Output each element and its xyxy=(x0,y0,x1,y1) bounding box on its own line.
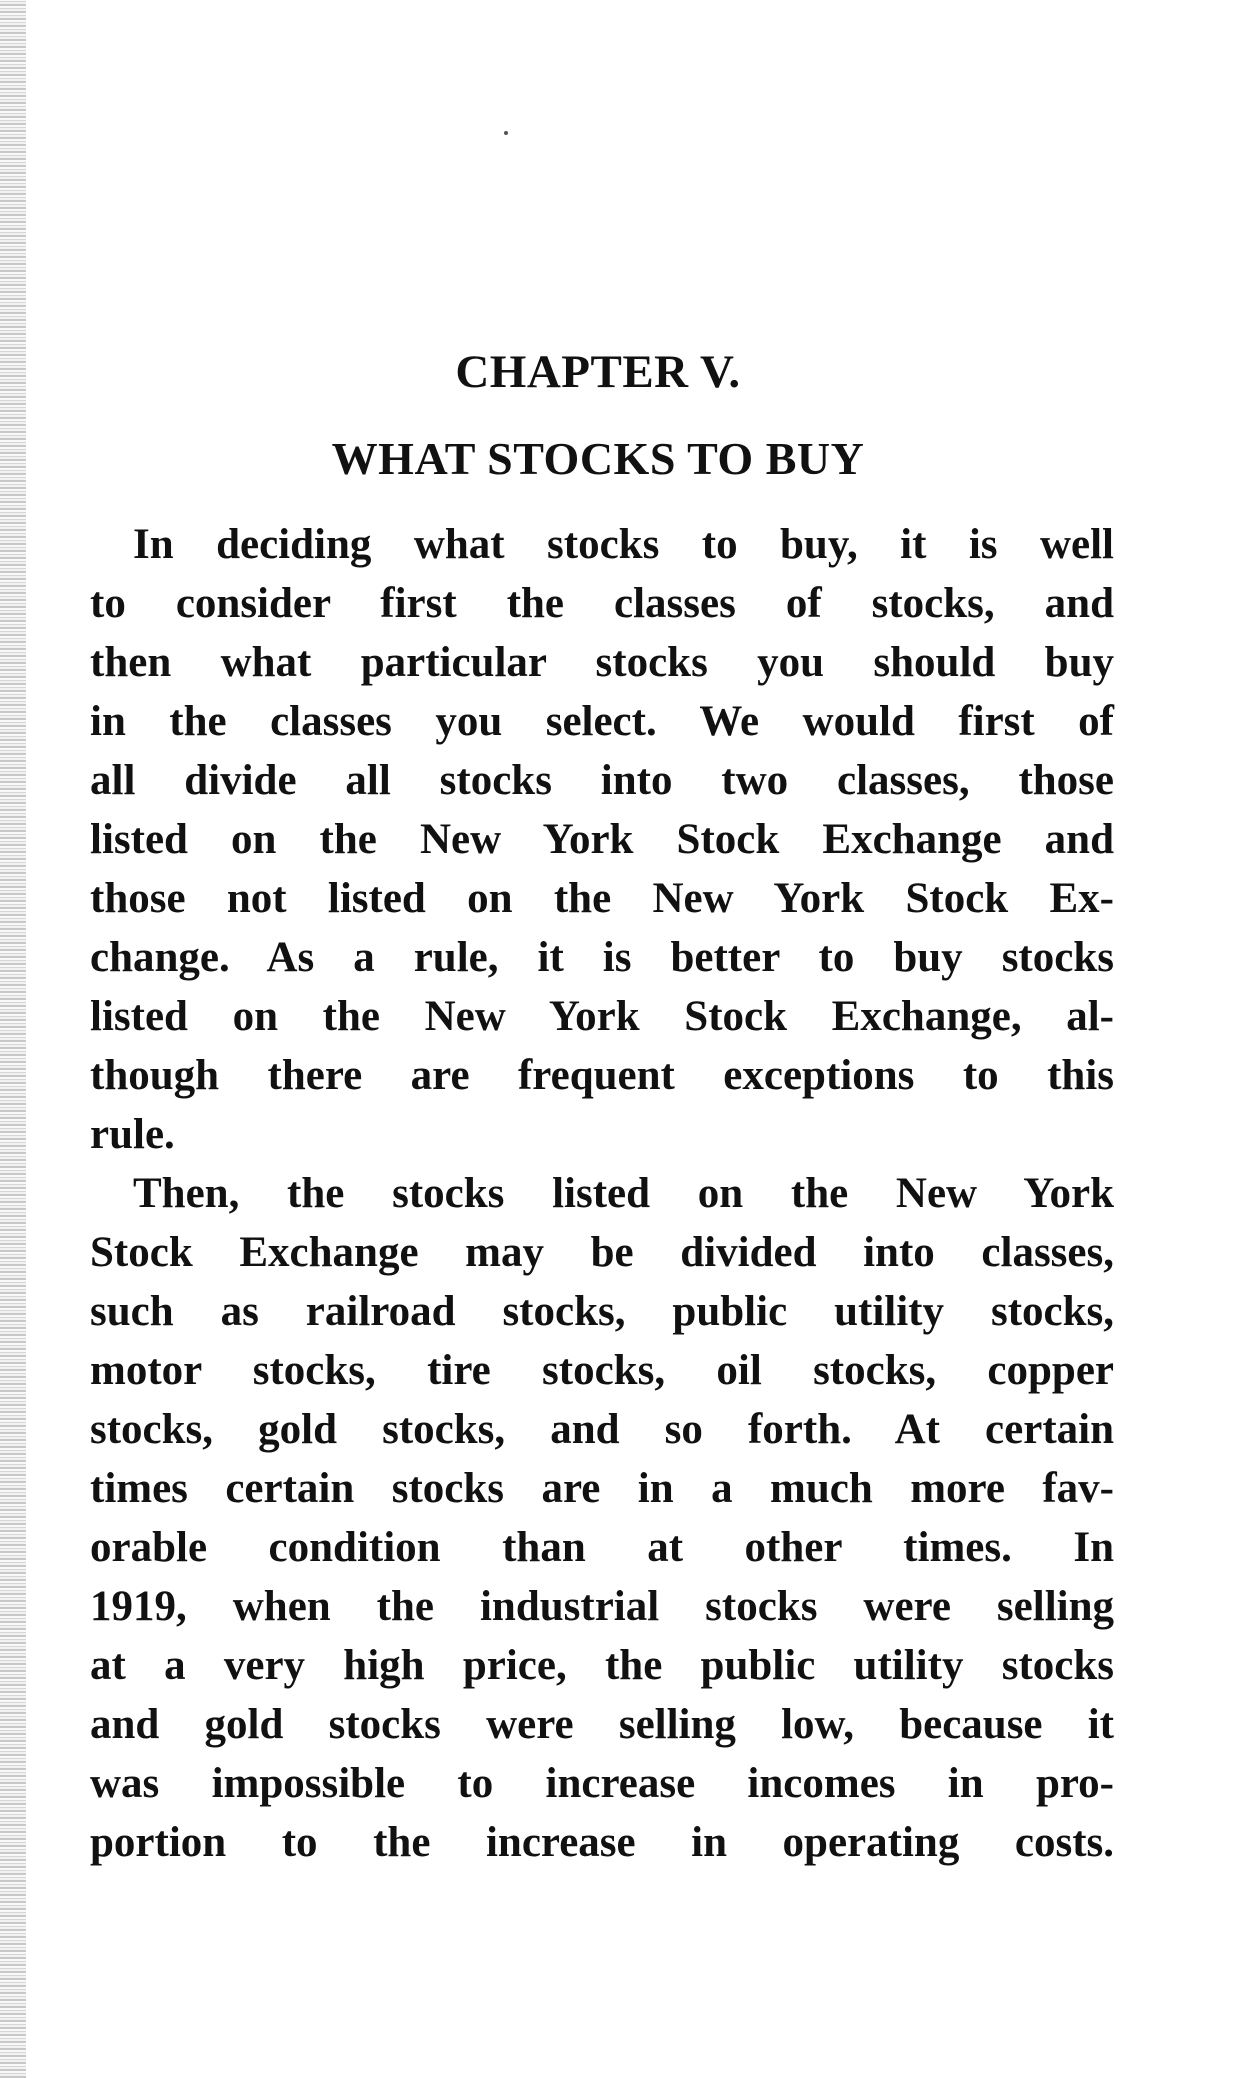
text-line: listed on the New York Stock Exchange an… xyxy=(90,816,1114,863)
text-line: such as railroad stocks, public utility … xyxy=(90,1288,1114,1335)
text-line: and gold stocks were selling low, becaus… xyxy=(90,1701,1114,1748)
text-line: was impossible to increase incomes in pr… xyxy=(90,1760,1114,1807)
text-line: at a very high price, the public utility… xyxy=(90,1642,1114,1689)
text-line: 1919, when the industrial stocks were se… xyxy=(90,1583,1114,1630)
text-line: listed on the New York Stock Exchange, a… xyxy=(90,993,1114,1040)
text-line: motor stocks, tire stocks, oil stocks, c… xyxy=(90,1347,1114,1394)
text-line: all divide all stocks into two classes, … xyxy=(90,757,1114,804)
text-line: change. As a rule, it is better to buy s… xyxy=(90,934,1114,981)
text-line: orable condition than at other times. In xyxy=(90,1524,1114,1571)
text-line: times certain stocks are in a much more … xyxy=(90,1465,1114,1512)
text-line: Stock Exchange may be divided into class… xyxy=(90,1229,1114,1276)
paragraph: Then, the stocks listed on the New York S… xyxy=(90,1164,1114,1872)
text-line: to consider first the classes of stocks,… xyxy=(90,580,1114,627)
scan-speck xyxy=(504,131,508,135)
text-line: stocks, gold stocks, and so forth. At ce… xyxy=(90,1406,1114,1453)
text-line: In deciding what stocks to buy, it is we… xyxy=(133,521,1114,568)
body-text: In deciding what stocks to buy, it is we… xyxy=(90,515,1114,1872)
paragraph: In deciding what stocks to buy, it is we… xyxy=(90,515,1114,1164)
chapter-heading: CHAPTER V. xyxy=(455,346,741,398)
scan-edge xyxy=(0,0,26,2078)
text-line: then what particular stocks you should b… xyxy=(90,639,1114,686)
text-line: those not listed on the New York Stock E… xyxy=(90,875,1114,922)
text-line: portion to the increase in operating cos… xyxy=(90,1819,1114,1866)
text-line: in the classes you select. We would firs… xyxy=(90,698,1114,745)
text-line: Then, the stocks listed on the New York xyxy=(133,1170,1114,1217)
chapter-title: WHAT STOCKS TO BUY xyxy=(331,433,865,484)
text-line: though there are frequent exceptions to … xyxy=(90,1052,1114,1099)
text-line: rule. xyxy=(90,1111,175,1158)
